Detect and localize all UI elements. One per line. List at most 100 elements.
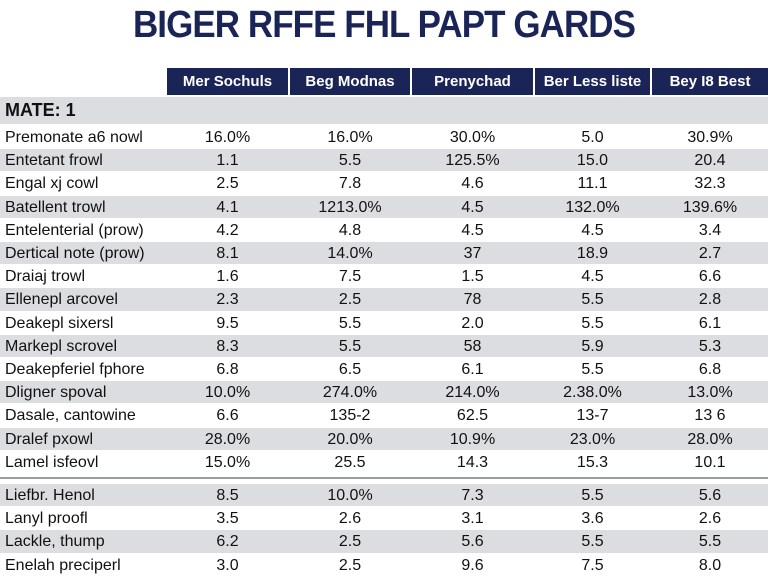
- row-label: Liefbr. Henol: [5, 487, 95, 504]
- cell: 5.3: [698, 337, 722, 355]
- cell: 5.5: [581, 314, 604, 332]
- cell: 4.5: [461, 198, 484, 216]
- cell: 4.5: [581, 221, 604, 239]
- cell: 1.1: [216, 152, 239, 170]
- cell: 78: [463, 291, 482, 309]
- cell: 214.0%: [445, 384, 500, 402]
- row-band: [0, 334, 768, 357]
- cell: 20.0%: [327, 430, 373, 448]
- cell: 5.5: [581, 487, 604, 504]
- cell: 3.5: [216, 510, 239, 528]
- cell: 6.6: [698, 268, 722, 286]
- row-band: [0, 195, 768, 218]
- cell: 6.1: [461, 361, 484, 378]
- cell: 6.8: [216, 361, 239, 378]
- cell: 37: [463, 245, 482, 262]
- row-label: Lanyl proofl: [5, 510, 88, 528]
- cell: 4.8: [338, 221, 362, 239]
- row-label: Dralef pxowl: [5, 430, 94, 448]
- cell: 1213.0%: [318, 198, 382, 216]
- cell: 9.5: [216, 314, 239, 332]
- cell: 4.5: [461, 221, 484, 239]
- cell: 4.2: [216, 221, 239, 239]
- cell: 28.0%: [687, 430, 733, 448]
- cell: 5.9: [581, 337, 604, 355]
- cell: 5.6: [698, 487, 722, 504]
- row-label: Deakepl sixersl: [5, 314, 114, 332]
- cell: 15.3: [576, 453, 609, 471]
- section-divider: [0, 477, 768, 479]
- cell: 5.6: [461, 533, 484, 551]
- row-label: Premonate a6 nowl: [5, 129, 143, 146]
- column-header: Mer Sochuls: [167, 68, 288, 95]
- cell: 13.0%: [687, 384, 733, 402]
- row-label: Dertical note (prow): [5, 245, 145, 262]
- cell: 132.0%: [565, 198, 620, 216]
- row-band: [0, 530, 768, 553]
- cell: 5.5: [581, 533, 604, 551]
- cell: 5.5: [581, 291, 604, 309]
- cell: 4.5: [581, 268, 604, 286]
- cell: 25.5: [334, 453, 366, 471]
- cell: 6.6: [216, 407, 239, 425]
- row-band: [0, 242, 768, 265]
- cell: 16.0%: [204, 129, 251, 146]
- cell: 10.1: [694, 453, 726, 471]
- cell: 2.7: [698, 245, 722, 262]
- row-label: Ellenepl arcovel: [5, 291, 118, 309]
- row-label: Lamel isfeovl: [5, 453, 99, 471]
- header-band: [0, 97, 768, 124]
- cell: 13-7: [576, 407, 609, 425]
- cell: 7.8: [338, 175, 362, 193]
- row-label: Markepl scrovel: [5, 337, 118, 355]
- cell: 62.5: [456, 407, 489, 425]
- row-label: Dasale, cantowine: [5, 407, 136, 425]
- cell: 15.0: [576, 152, 609, 170]
- cell: 139.6%: [682, 198, 738, 216]
- cell: 13 6: [694, 407, 726, 425]
- cell: 14.3: [456, 453, 489, 471]
- cell: 2.5: [338, 556, 362, 574]
- cell: 3.0: [216, 556, 239, 574]
- row-label: Entetant frowl: [5, 152, 103, 170]
- cell: 10.0%: [204, 384, 251, 402]
- cell: 30.0%: [449, 129, 496, 146]
- row-label: Draiaj trowl: [5, 268, 86, 286]
- cell: 11.1: [577, 175, 608, 193]
- cell: 4.1: [216, 198, 239, 216]
- cell: 8.3: [216, 337, 239, 355]
- cell: 6.5: [338, 361, 362, 378]
- cell: 5.5: [338, 314, 362, 332]
- cell: 2.0: [461, 314, 484, 332]
- cell: 20.4: [694, 152, 726, 170]
- row-band: [0, 484, 768, 507]
- column-header: Bey I8 Best: [652, 68, 768, 95]
- row-label: Enelah preciperl: [5, 556, 121, 574]
- cell: 5.5: [698, 533, 722, 551]
- cell: 30.9%: [687, 129, 733, 146]
- cell: 7.3: [461, 487, 484, 504]
- cell: 15.0%: [204, 453, 251, 471]
- cell: 2.3: [216, 291, 239, 309]
- row-label: Entelenterial (prow): [5, 221, 144, 239]
- cell: 23.0%: [569, 430, 616, 448]
- row-band: [0, 288, 768, 311]
- cell: 2.8: [698, 291, 722, 309]
- title: BIGER RFFE FHL PAPT GARDS: [132, 4, 636, 46]
- cell: 2.5: [338, 291, 362, 309]
- cell: 2.6: [338, 510, 362, 528]
- cell: 32.3: [694, 175, 726, 193]
- cell: 2.38.0%: [563, 384, 622, 402]
- cell: 2.5: [338, 533, 362, 551]
- cell: 6.8: [698, 361, 722, 378]
- cell: 2.5: [216, 175, 239, 193]
- cell: 5.5: [338, 337, 362, 355]
- cell: 135-2: [329, 407, 371, 425]
- cell: 7.5: [338, 268, 362, 286]
- corner-label: MATE: 1: [5, 100, 76, 120]
- column-header: Beg Modnas: [290, 68, 410, 95]
- row-label: Dligner spoval: [5, 384, 107, 402]
- cell: 5.0: [581, 129, 604, 146]
- column-header: Ber Less liste: [535, 68, 650, 95]
